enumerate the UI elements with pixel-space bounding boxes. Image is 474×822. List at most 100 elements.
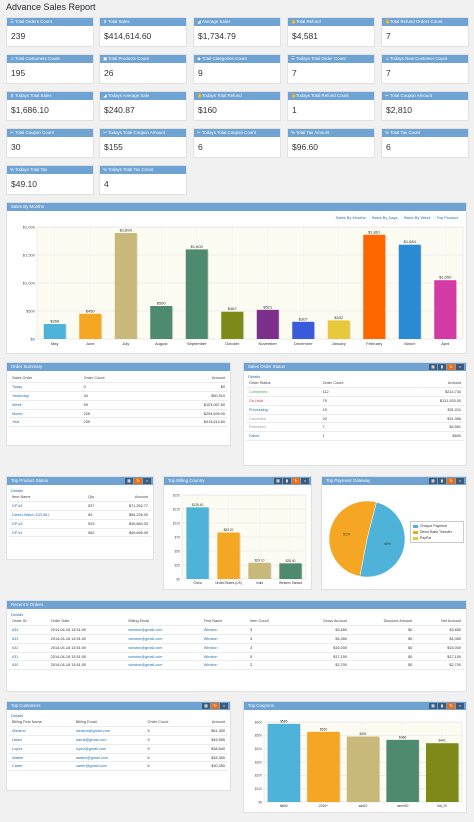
y-tick-label: $100 — [173, 521, 180, 525]
chart-view-icon[interactable]: ▮ — [438, 703, 446, 709]
table-cell[interactable]: harris@gmail.com — [72, 735, 145, 745]
bar[interactable] — [327, 320, 350, 339]
table-cell: $131,933.00 — [391, 396, 464, 406]
refresh-icon[interactable]: ↻ — [447, 703, 455, 709]
close-icon[interactable]: × — [143, 478, 151, 484]
panel-title: Order Summary — [11, 364, 43, 369]
details-link[interactable]: Details — [248, 374, 261, 379]
refresh-icon[interactable]: ↻ — [134, 478, 142, 484]
table-cell[interactable]: 633 — [9, 634, 48, 644]
recent-orders-table: Order ID Order Date Billing Email First Nam… — [9, 617, 464, 671]
summary-card: ✋Total Refund $4,581 — [287, 17, 375, 47]
bar[interactable] — [279, 563, 302, 579]
bar[interactable] — [185, 249, 208, 339]
bar[interactable] — [425, 743, 459, 802]
table-cell[interactable]: Winston — [200, 652, 248, 662]
bar[interactable] — [150, 305, 173, 339]
close-icon[interactable]: × — [456, 703, 464, 709]
close-icon[interactable]: × — [301, 478, 309, 484]
bar[interactable] — [221, 311, 244, 339]
bar[interactable] — [346, 736, 380, 802]
details-link[interactable]: Details — [11, 713, 24, 718]
close-icon[interactable]: × — [456, 478, 464, 484]
details-link[interactable]: Details — [11, 612, 24, 617]
pie-slice[interactable] — [359, 501, 406, 578]
table-cell[interactable]: winston@gmail.com — [72, 726, 145, 737]
x-tick-label: flat_20 — [437, 804, 447, 808]
table-row: Harris harris@gmail.com 9 $45,555 — [9, 735, 228, 745]
pie-slice[interactable] — [328, 500, 377, 577]
table-cell[interactable]: 630 — [9, 660, 48, 671]
table-cell[interactable]: 632 — [9, 643, 48, 653]
table-cell[interactable]: winston@gmail.com — [125, 643, 201, 653]
table-cell[interactable]: Harris — [9, 735, 73, 745]
table-cell[interactable]: Today — [9, 382, 81, 393]
table-view-icon[interactable]: ▦ — [125, 478, 133, 484]
table-view-icon[interactable]: ▦ — [429, 478, 437, 484]
refresh-icon[interactable]: ↻ — [447, 478, 455, 484]
bar[interactable] — [217, 532, 240, 579]
link-top-product[interactable]: Top Product — [436, 215, 458, 220]
chart-view-icon[interactable]: ▮ — [438, 478, 446, 484]
close-icon[interactable]: × — [220, 703, 228, 709]
table-row: Walker walker@gmail.com 6 $34,350 — [9, 753, 228, 763]
table-cell[interactable]: carter@gmail.com — [72, 761, 145, 772]
table-cell[interactable]: Carter — [9, 761, 73, 772]
bar[interactable] — [434, 280, 457, 339]
chart-view-icon[interactable]: ▮ — [283, 478, 291, 484]
bar[interactable] — [386, 739, 419, 802]
table-cell[interactable]: Week — [9, 400, 81, 410]
table-cell[interactable]: DP #3 — [9, 519, 86, 529]
table-view-icon[interactable]: ▦ — [429, 703, 437, 709]
bar[interactable] — [256, 309, 279, 339]
panel-title: Top Customers — [11, 703, 41, 708]
table-cell[interactable]: Year — [9, 417, 81, 428]
table-cell[interactable]: Winston — [200, 634, 248, 644]
refresh-icon[interactable]: ↻ — [447, 364, 455, 370]
bar[interactable] — [248, 562, 271, 579]
link-sales-by-months[interactable]: Sales By Months — [335, 215, 366, 220]
card-value: 1 — [292, 105, 297, 115]
bar[interactable] — [186, 507, 209, 579]
table-cell[interactable]: DP #4 — [9, 501, 86, 512]
table-view-icon[interactable]: ▦ — [274, 478, 282, 484]
table-cell[interactable]: Yesterday — [9, 391, 81, 401]
table-cell[interactable]: lopez@gmail.com — [72, 744, 145, 754]
table-cell[interactable]: Diesel-Watch-DZ1361 — [9, 510, 86, 520]
table-cell[interactable]: Winston — [200, 625, 248, 636]
link-sales-by-week[interactable]: Sales By Week — [403, 215, 431, 220]
bar[interactable] — [267, 723, 301, 802]
col-header: Amount — [192, 718, 228, 728]
bar[interactable] — [79, 313, 102, 339]
chart-view-icon[interactable]: ▮ — [438, 364, 446, 370]
bar[interactable] — [292, 321, 315, 339]
table-cell[interactable]: winston@gmail.com — [125, 652, 201, 662]
table-cell[interactable]: 634 — [9, 625, 48, 636]
refresh-icon[interactable]: ↻ — [211, 703, 219, 709]
table-view-icon[interactable]: ▦ — [202, 703, 210, 709]
table-cell[interactable]: DP #1 — [9, 528, 86, 538]
table-cell[interactable]: winston@gmail.com — [125, 625, 201, 636]
refresh-icon[interactable]: ↻ — [292, 478, 300, 484]
x-tick-label: July — [122, 341, 129, 346]
table-cell[interactable]: walker@gmail.com — [72, 753, 145, 763]
link-sales-by-days[interactable]: Sales By Days — [371, 215, 398, 220]
table-cell[interactable]: winston@gmail.com — [125, 660, 201, 671]
bar[interactable] — [398, 244, 421, 339]
table-view-icon[interactable]: ▦ — [429, 364, 437, 370]
bar[interactable] — [43, 323, 66, 339]
table-cell[interactable]: 631 — [9, 652, 48, 662]
card-value: $2,810 — [386, 105, 412, 115]
details-link[interactable]: Details — [11, 488, 24, 493]
close-icon[interactable]: × — [456, 364, 464, 370]
table-cell[interactable]: Winston — [200, 660, 248, 671]
bar[interactable] — [307, 731, 340, 802]
table-cell[interactable]: Winston — [200, 643, 248, 653]
table-cell[interactable]: Lopez — [9, 744, 73, 754]
table-cell[interactable]: winston@gmail.com — [125, 634, 201, 644]
bar[interactable] — [114, 232, 137, 339]
table-cell[interactable]: Winston — [9, 726, 73, 737]
bar[interactable] — [363, 234, 386, 339]
table-cell[interactable]: Walker — [9, 753, 73, 763]
table-cell[interactable]: Month — [9, 409, 81, 419]
